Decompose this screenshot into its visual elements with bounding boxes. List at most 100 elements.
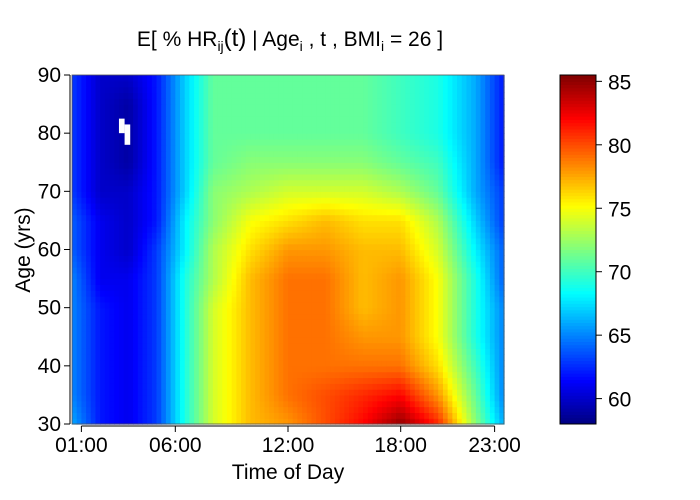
heatmap-cell (245, 319, 252, 326)
heatmap-cell (90, 179, 97, 187)
heatmap-cell (377, 418, 383, 425)
heatmap-cell (311, 121, 317, 128)
heatmap-cell (499, 237, 505, 245)
heatmap-cell (363, 400, 369, 408)
heatmap-cell (480, 290, 486, 297)
heatmap-cell (208, 406, 214, 413)
heatmap-cell (194, 243, 200, 251)
heatmap-cell (288, 307, 294, 315)
heatmap-cell (161, 191, 167, 198)
heatmap-cell (367, 360, 374, 367)
heatmap-cell (236, 394, 242, 402)
heatmap-cell (363, 354, 369, 361)
heatmap-cell (273, 296, 280, 303)
heatmap-cell (353, 261, 360, 268)
heatmap-cell (428, 354, 435, 361)
heatmap-cell (133, 400, 139, 408)
heatmap-cell (311, 150, 317, 158)
heatmap-cell (226, 144, 233, 152)
heatmap-cell (334, 144, 341, 152)
heatmap-cell (349, 360, 355, 367)
heatmap-cell (161, 406, 167, 413)
heatmap-cell (222, 284, 228, 291)
heatmap-cell (109, 278, 115, 285)
heatmap-cell (180, 296, 186, 303)
heatmap-cell (273, 121, 280, 128)
heatmap-cell (471, 202, 477, 210)
heatmap-cell (151, 336, 158, 344)
heatmap-cell (320, 389, 327, 396)
heatmap-cell (471, 133, 477, 140)
heatmap-cell (241, 226, 247, 233)
heatmap-cell (90, 278, 97, 285)
heatmap-cell (377, 191, 383, 198)
heatmap-cell (386, 237, 392, 245)
heatmap-cell (217, 360, 223, 367)
heatmap-cell (147, 394, 153, 402)
heatmap-cell (452, 249, 458, 256)
heatmap-cell (212, 185, 219, 192)
heatmap-cell (311, 319, 317, 326)
heatmap-cell (283, 121, 289, 128)
heatmap-cell (292, 330, 298, 338)
heatmap-cell (405, 394, 411, 402)
heatmap-cell (212, 406, 219, 413)
heatmap-cell (81, 173, 87, 181)
heatmap-cell (414, 313, 421, 320)
heatmap-cell (245, 173, 252, 181)
heatmap-cell (231, 173, 237, 181)
heatmap-cell (161, 360, 167, 367)
heatmap-cell (363, 249, 369, 256)
heatmap-cell (95, 412, 101, 419)
heatmap-cell (471, 243, 477, 251)
heatmap-cell (109, 232, 115, 239)
heatmap-cell (109, 249, 115, 256)
heatmap-cell (203, 371, 209, 379)
heatmap-cell (344, 220, 350, 227)
heatmap-cell (396, 319, 402, 326)
heatmap-cell (344, 150, 350, 158)
heatmap-cell (330, 249, 336, 256)
heatmap-cell (485, 121, 491, 128)
heatmap-cell (471, 138, 477, 146)
heatmap-cell (442, 243, 449, 251)
heatmap-cell (372, 162, 378, 169)
heatmap-cell (283, 127, 289, 134)
heatmap-cell (217, 133, 223, 140)
heatmap-cell (156, 354, 162, 361)
heatmap-cell (344, 330, 350, 338)
heatmap-cell (100, 109, 106, 117)
heatmap-cell (142, 412, 148, 419)
heatmap-cell (217, 325, 223, 332)
heatmap-cell (320, 278, 327, 285)
heatmap-cell (156, 325, 162, 332)
heatmap-cell (278, 290, 284, 297)
heatmap-cell (165, 121, 172, 128)
heatmap-cell (433, 284, 439, 291)
heatmap-cell (90, 191, 97, 198)
heatmap-cell (100, 272, 106, 280)
heatmap-cell (457, 109, 463, 117)
heatmap-cell (133, 162, 139, 169)
heatmap-cell (414, 301, 421, 309)
heatmap-cell (480, 319, 486, 326)
heatmap-cell (100, 127, 106, 134)
heatmap-cell (410, 330, 416, 338)
heatmap-cell (424, 400, 430, 408)
heatmap-cell (466, 138, 472, 146)
heatmap-cell (405, 325, 411, 332)
heatmap-cell (325, 249, 331, 256)
heatmap-cell (198, 406, 205, 413)
heatmap-cell (142, 389, 148, 396)
heatmap-cell (325, 121, 331, 128)
heatmap-cell (212, 400, 219, 408)
heatmap-cell (212, 296, 219, 303)
heatmap-cell (292, 406, 298, 413)
heatmap-cell (316, 232, 322, 239)
heatmap-cell (86, 226, 92, 233)
heatmap-cell (461, 261, 468, 268)
heatmap-cell (396, 365, 402, 373)
heatmap-cell (349, 389, 355, 396)
heatmap-cell (428, 144, 435, 152)
heatmap-cell (386, 354, 392, 361)
